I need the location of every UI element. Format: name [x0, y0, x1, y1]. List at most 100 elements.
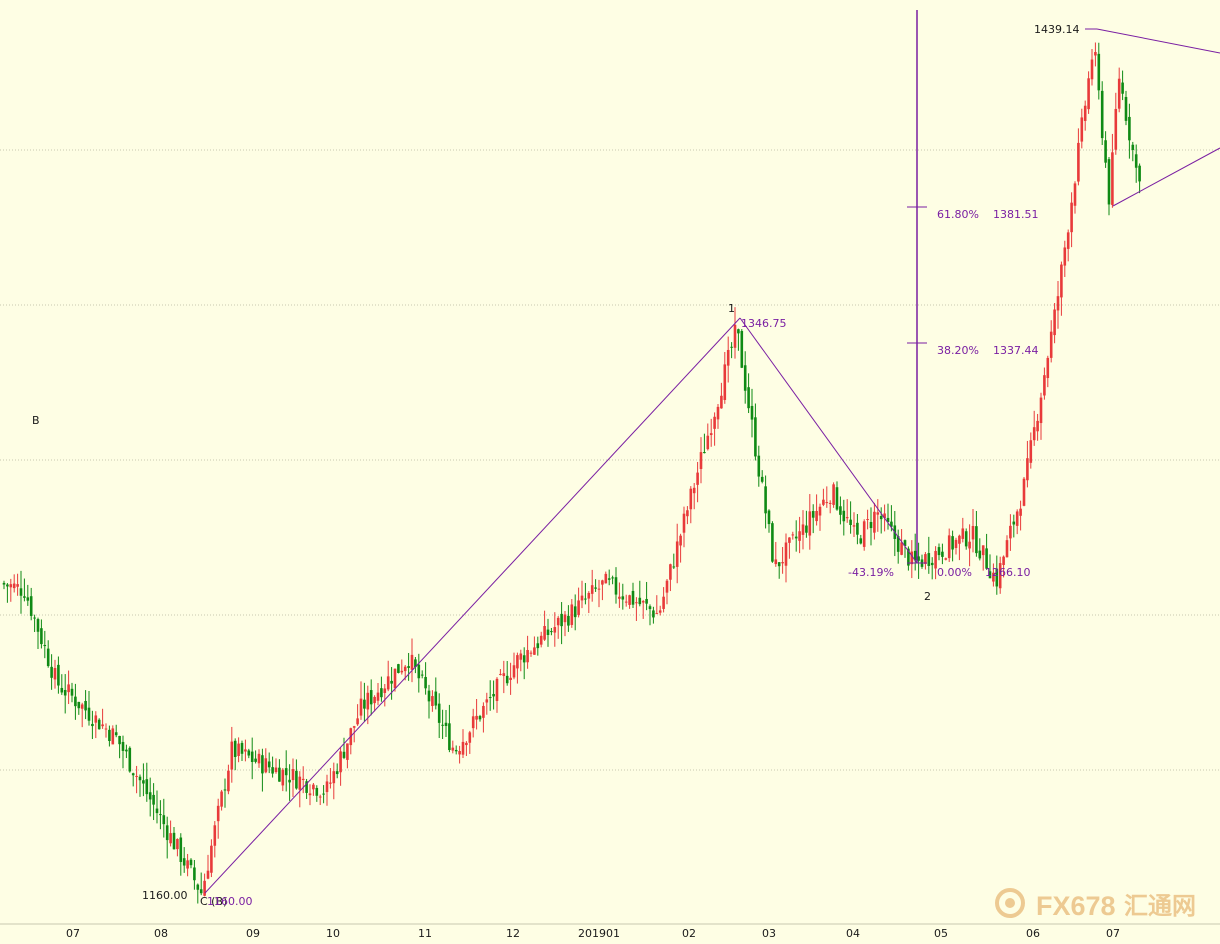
candle-down: [240, 742, 244, 754]
candle-down: [121, 741, 125, 751]
candle-down: [118, 735, 121, 745]
candle-up: [686, 510, 689, 517]
candle-down: [913, 550, 917, 561]
candle-down: [414, 659, 417, 668]
candle-up: [383, 688, 387, 694]
x-tick-label: 04: [846, 927, 860, 940]
candle-down: [142, 780, 145, 784]
candle-down: [305, 781, 308, 793]
candle-down: [1012, 521, 1016, 525]
candle-up: [1015, 511, 1019, 526]
candle-down: [165, 825, 169, 841]
candle-up: [655, 613, 659, 615]
candle-down: [648, 606, 652, 610]
candle-up: [699, 452, 703, 469]
candle-down: [114, 732, 118, 736]
candle-down: [125, 749, 128, 752]
candle-down: [23, 596, 26, 598]
candle-up: [924, 554, 927, 564]
x-tick-label: 11: [418, 927, 432, 940]
candle-up: [94, 715, 98, 723]
triangle-lower-line[interactable]: [1112, 147, 1220, 207]
candle-up: [845, 517, 849, 519]
candle-up: [597, 588, 601, 590]
candle-up: [832, 484, 835, 505]
candle-up: [641, 601, 645, 603]
wave-line-c-to-1[interactable]: [204, 317, 741, 894]
candle-up: [726, 349, 730, 366]
candle-down: [60, 687, 64, 693]
candle-down: [869, 521, 873, 529]
candle-down: [573, 606, 577, 618]
candle-up: [1094, 52, 1097, 56]
candle-up: [706, 435, 710, 450]
wave-label-2: 2: [924, 590, 931, 603]
candle-down: [29, 596, 33, 616]
candle-down: [26, 597, 30, 601]
candle-down: [74, 696, 77, 707]
candle-up: [186, 860, 189, 869]
candle-down: [941, 551, 944, 557]
fib-61-price: 1381.51: [993, 208, 1039, 221]
candle-up: [529, 652, 533, 654]
candle-up: [465, 742, 468, 746]
candle-up: [1005, 540, 1009, 558]
candle-up: [577, 600, 580, 615]
candle-down: [427, 690, 431, 702]
candle-up: [1002, 556, 1005, 565]
candle-up: [373, 696, 376, 704]
triangle-upper-line[interactable]: [1096, 28, 1220, 54]
low-price-echo-label: 1160.00: [207, 895, 253, 908]
wave-line-1-to-2[interactable]: [739, 317, 918, 564]
candle-up: [689, 488, 693, 510]
candle-up: [543, 626, 546, 640]
candle-down: [1121, 82, 1124, 94]
candle-up: [451, 747, 455, 751]
candle-down: [448, 723, 451, 751]
candle-down: [856, 522, 859, 535]
x-tick-label: 07: [1106, 927, 1120, 940]
candle-up: [400, 670, 404, 673]
candle-down: [567, 615, 570, 626]
candle-down: [267, 761, 271, 768]
candle-down: [369, 690, 373, 705]
candle-up: [992, 572, 995, 582]
candle-down: [50, 666, 53, 678]
candle-up: [876, 512, 880, 515]
candle-down: [879, 515, 883, 520]
candle-up: [679, 535, 682, 546]
candle-down: [6, 584, 9, 587]
candle-up: [628, 595, 631, 605]
candle-up: [791, 534, 795, 536]
candle-up: [216, 805, 220, 822]
x-tick-label: 12: [506, 927, 520, 940]
candle-down: [652, 610, 655, 618]
candle-down: [159, 814, 162, 816]
candle-up: [352, 726, 356, 728]
candle-up: [665, 580, 669, 593]
candle-up: [468, 732, 472, 743]
candle-up: [580, 595, 584, 601]
wave-label-c-b: C (B): [200, 895, 227, 908]
gridlines: [0, 149, 1220, 771]
candle-up: [386, 676, 390, 690]
candle-up: [1060, 264, 1063, 298]
candle-down: [1128, 116, 1131, 141]
drawing-tools[interactable]: [204, 10, 1220, 894]
candle-down: [607, 578, 611, 580]
x-tick-label: 02: [682, 927, 696, 940]
candle-up: [866, 519, 869, 521]
candle-up: [556, 617, 560, 626]
candle-up: [230, 741, 234, 770]
candle-up: [1117, 78, 1121, 109]
candle-up: [410, 654, 414, 670]
candle-down: [805, 525, 808, 533]
candle-up: [954, 539, 958, 549]
candle-down: [1134, 154, 1138, 168]
candle-up: [601, 580, 604, 585]
candle-down: [284, 768, 288, 776]
candle-up: [431, 696, 434, 706]
candle-up: [692, 487, 696, 494]
